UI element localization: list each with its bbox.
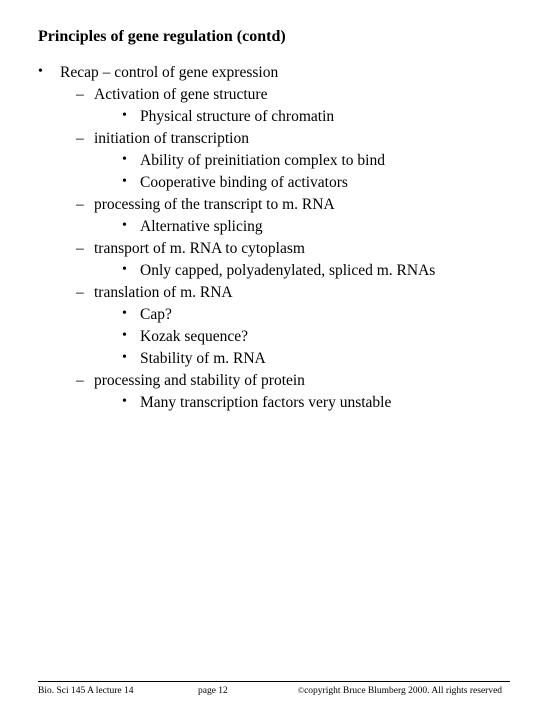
copyright-text: copyright Bruce Blumberg 2000. All right… xyxy=(304,686,502,696)
bullet-l3: • xyxy=(122,350,140,368)
outline-level3: • Alternative splicing xyxy=(122,218,510,236)
outline-level1: • Recap – control of gene expression xyxy=(38,64,510,82)
bullet-l3: • xyxy=(122,174,140,192)
bullet-l2: – xyxy=(76,240,94,258)
outline-level3: • Cap? xyxy=(122,306,510,324)
outline-l2-text: transport of m. RNA to cytoplasm xyxy=(94,240,510,258)
outline-l3-text: Physical structure of chromatin xyxy=(140,108,510,126)
outline-l2-text: processing and stability of protein xyxy=(94,372,510,390)
page-title: Principles of gene regulation (contd) xyxy=(38,28,510,46)
bullet-l2: – xyxy=(76,196,94,214)
bullet-l3: • xyxy=(122,306,140,324)
outline-l3-text: Only capped, polyadenylated, spliced m. … xyxy=(140,262,510,280)
outline-level2: – processing and stability of protein xyxy=(76,372,510,390)
bullet-l3: • xyxy=(122,108,140,126)
outline-level3: • Cooperative binding of activators xyxy=(122,174,510,192)
outline-level2: – transport of m. RNA to cytoplasm xyxy=(76,240,510,258)
bullet-l3: • xyxy=(122,152,140,170)
bullet-l3: • xyxy=(122,262,140,280)
outline-level2: – processing of the transcript to m. RNA xyxy=(76,196,510,214)
outline-l3-text: Kozak sequence? xyxy=(140,328,510,346)
bullet-l3: • xyxy=(122,328,140,346)
outline-l2-text: initiation of transcription xyxy=(94,130,510,148)
bullet-l3: • xyxy=(122,394,140,412)
bullet-l3: • xyxy=(122,218,140,236)
outline-l2-text: translation of m. RNA xyxy=(94,284,510,302)
outline-l3-text: Ability of preinitiation complex to bind xyxy=(140,152,510,170)
outline-l3-text: Many transcription factors very unstable xyxy=(140,394,510,412)
footer-course: Bio. Sci 145 A lecture 14 xyxy=(38,686,198,696)
footer-copyright: ©copyright Bruce Blumberg 2000. All righ… xyxy=(298,686,510,696)
footer: Bio. Sci 145 A lecture 14 page 12 ©copyr… xyxy=(38,681,510,696)
outline-l2-text: Activation of gene structure xyxy=(94,86,510,104)
bullet-l1: • xyxy=(38,64,60,82)
outline-level2: – translation of m. RNA xyxy=(76,284,510,302)
outline-l3-text: Stability of m. RNA xyxy=(140,350,510,368)
outline-l3-text: Cap? xyxy=(140,306,510,324)
bullet-l2: – xyxy=(76,86,94,104)
outline-level2: – initiation of transcription xyxy=(76,130,510,148)
outline-level3: • Many transcription factors very unstab… xyxy=(122,394,510,412)
outline-l1-text: Recap – control of gene expression xyxy=(60,64,510,82)
outline-level3: • Kozak sequence? xyxy=(122,328,510,346)
outline-level3: • Physical structure of chromatin xyxy=(122,108,510,126)
bullet-l2: – xyxy=(76,284,94,302)
outline-l3-text: Cooperative binding of activators xyxy=(140,174,510,192)
footer-page: page 12 xyxy=(198,686,298,696)
outline-level3: • Stability of m. RNA xyxy=(122,350,510,368)
outline-level3: • Only capped, polyadenylated, spliced m… xyxy=(122,262,510,280)
outline-level3: • Ability of preinitiation complex to bi… xyxy=(122,152,510,170)
bullet-l2: – xyxy=(76,130,94,148)
outline-l3-text: Alternative splicing xyxy=(140,218,510,236)
outline-level2: – Activation of gene structure xyxy=(76,86,510,104)
bullet-l2: – xyxy=(76,372,94,390)
outline-l2-text: processing of the transcript to m. RNA xyxy=(94,196,510,214)
